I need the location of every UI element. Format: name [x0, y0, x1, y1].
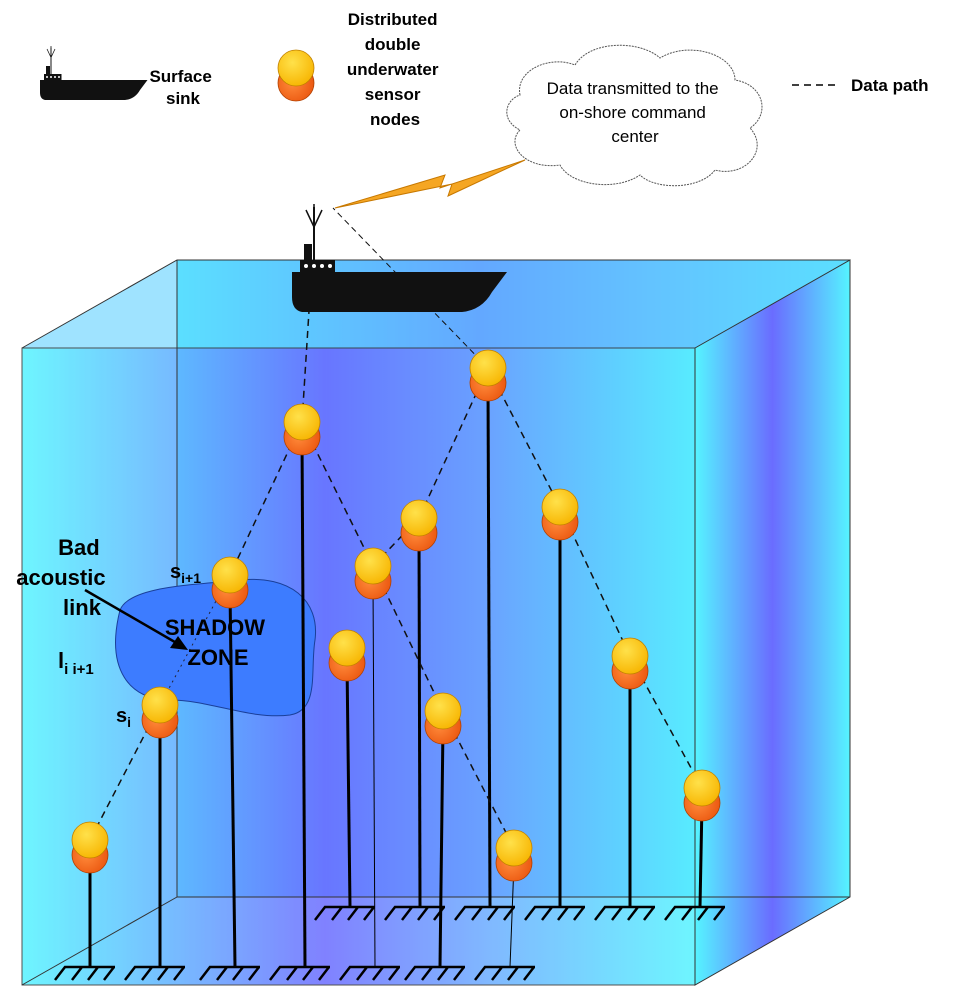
anchor — [124, 965, 185, 981]
line: underwater — [347, 60, 439, 79]
base: s — [116, 705, 127, 727]
base: l — [58, 648, 64, 673]
anchor — [594, 905, 655, 921]
line: nodes — [370, 110, 420, 129]
link-symbol: li i+1 — [58, 648, 94, 678]
tether — [372, 580, 376, 968]
window — [58, 76, 60, 78]
ship — [40, 46, 148, 100]
anchor — [269, 965, 330, 981]
anchor — [384, 905, 445, 921]
line: double — [365, 35, 421, 54]
legend-path: Data path — [851, 76, 928, 95]
legend-sink: Surface sink — [149, 67, 216, 108]
window — [304, 264, 308, 268]
node-upper — [277, 49, 315, 87]
antenna-top — [46, 46, 56, 58]
legend-nodes: Distributed double underwater sensor nod… — [347, 10, 443, 129]
anchor — [404, 965, 465, 981]
line: ZONE — [187, 645, 248, 670]
anchor — [54, 965, 115, 981]
anchor — [454, 905, 515, 921]
base: s — [170, 561, 181, 583]
line: Distributed — [348, 10, 438, 29]
tether — [417, 532, 422, 908]
window — [312, 264, 316, 268]
box-side — [694, 259, 851, 986]
ship — [292, 204, 507, 312]
node-upper — [469, 349, 507, 387]
window — [50, 76, 52, 78]
box-edges — [21, 259, 850, 986]
window — [46, 76, 48, 78]
antenna-top — [305, 204, 323, 228]
mast — [304, 244, 312, 260]
window — [320, 264, 324, 268]
arrow-shaft — [84, 588, 181, 647]
node-upper — [328, 629, 366, 667]
hull — [292, 272, 507, 312]
shadow-label: SHADOW ZONE — [165, 615, 271, 670]
node-upper — [354, 547, 392, 585]
cabin — [300, 260, 335, 272]
arrow-head — [170, 636, 188, 650]
node-upper — [211, 556, 249, 594]
node-upper — [683, 769, 721, 807]
node-upper — [71, 821, 109, 859]
tether — [486, 382, 492, 908]
tether — [228, 589, 237, 968]
network — [54, 49, 725, 981]
node-upper — [400, 499, 438, 537]
node-upper — [424, 692, 462, 730]
anchor — [339, 965, 400, 981]
hull — [40, 80, 148, 100]
node-upper — [141, 686, 179, 724]
lightning — [334, 159, 526, 209]
line: center — [611, 127, 659, 146]
anchor — [664, 905, 725, 921]
sub: i — [127, 714, 131, 730]
line: link — [63, 595, 102, 620]
window — [54, 76, 56, 78]
line: Bad — [58, 535, 100, 560]
node-label: si — [116, 705, 131, 730]
line: Data transmitted to the — [547, 79, 719, 98]
edge — [21, 896, 178, 986]
sub: i+1 — [181, 570, 201, 586]
node-upper — [495, 829, 533, 867]
anchor — [524, 905, 585, 921]
cloud — [506, 44, 763, 187]
tether — [300, 436, 307, 968]
node-upper — [541, 488, 579, 526]
tether — [438, 725, 445, 968]
cloud-text: Data transmitted to the on-shore command… — [547, 79, 724, 146]
data-path — [301, 294, 311, 423]
line: sensor — [365, 85, 421, 104]
line: SHADOW — [165, 615, 265, 640]
bad-link: Bad acoustic link — [16, 535, 111, 620]
node-upper — [611, 637, 649, 675]
window — [328, 264, 332, 268]
anchor — [314, 905, 375, 921]
line: sink — [166, 89, 201, 108]
tether — [345, 662, 352, 908]
line: Surface — [149, 67, 211, 86]
node-label: si+1 — [170, 561, 201, 586]
line: acoustic — [16, 565, 105, 590]
anchor — [199, 965, 260, 981]
sub: i i+1 — [64, 661, 94, 678]
node-upper — [283, 403, 321, 441]
mast — [46, 66, 50, 74]
anchor — [474, 965, 535, 981]
line: on-shore command — [559, 103, 705, 122]
cabin — [44, 74, 62, 80]
